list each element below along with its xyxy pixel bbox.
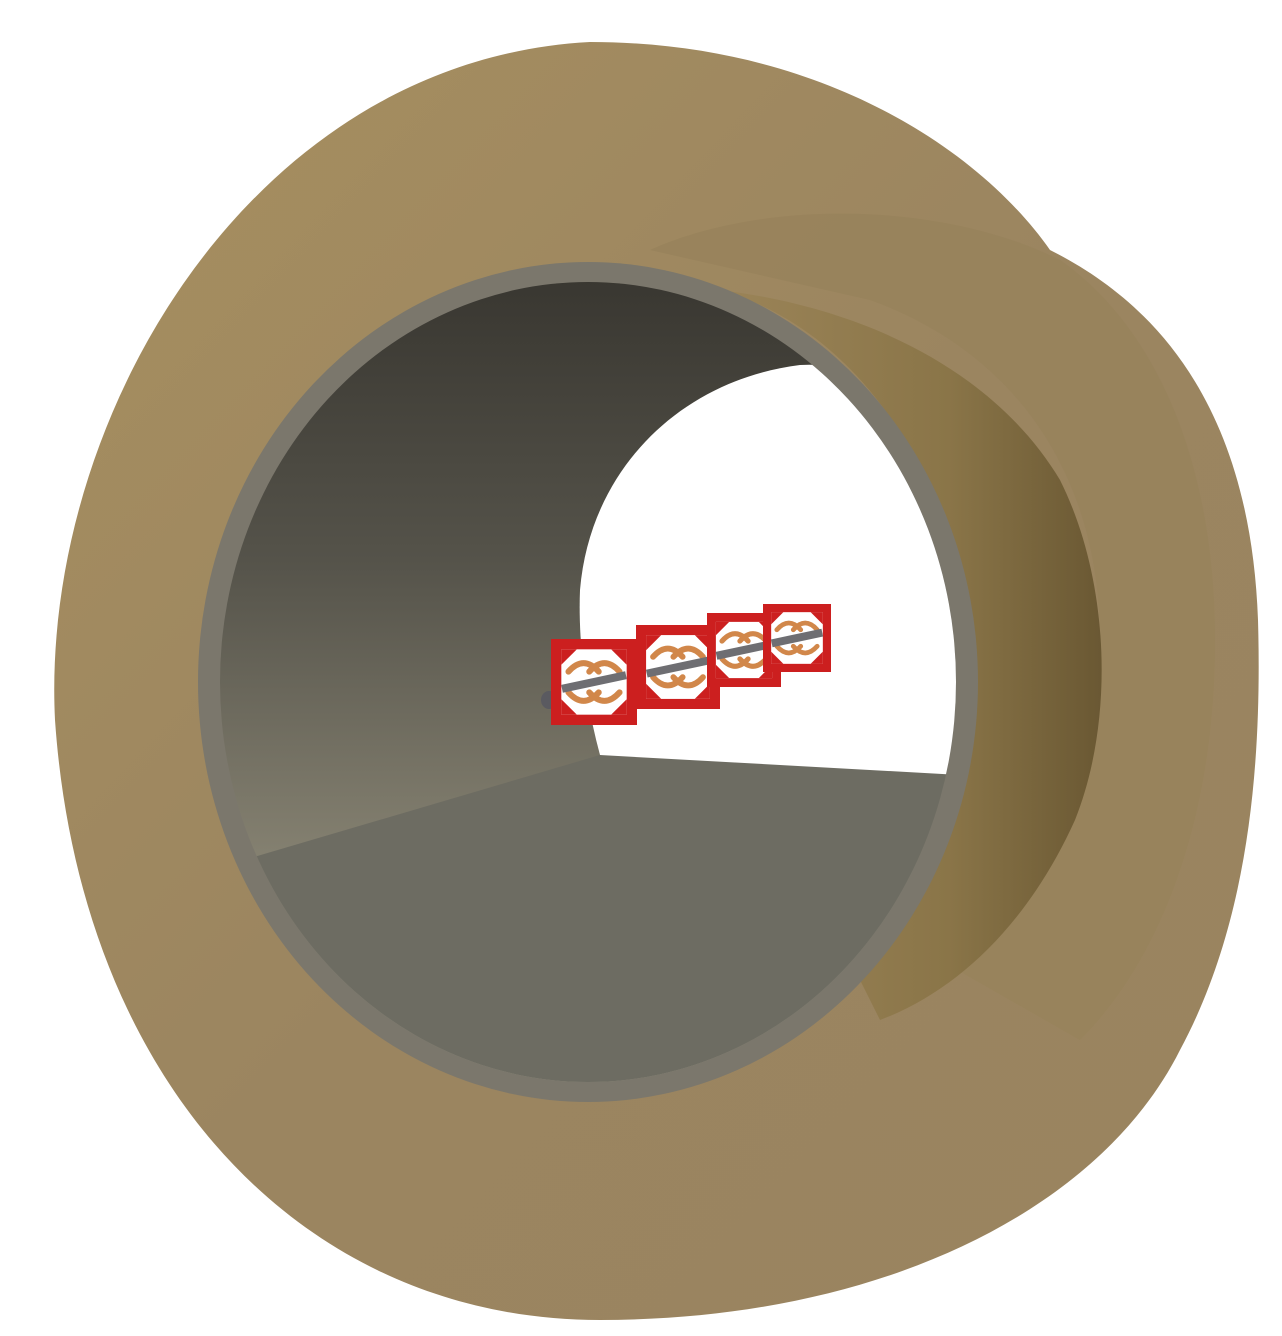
coil [670, 674, 706, 689]
magnet-module-3 [707, 613, 781, 687]
coil [790, 620, 820, 633]
magnet-module-4 [763, 604, 831, 672]
magnet-module-2 [636, 625, 720, 709]
magnet-modules [551, 604, 831, 725]
coil [790, 643, 820, 656]
inner-bore-side-wall [720, 290, 1102, 1020]
coil [586, 689, 623, 704]
magnet-module-1 [551, 639, 637, 725]
coil [586, 660, 623, 675]
coil [670, 645, 706, 660]
